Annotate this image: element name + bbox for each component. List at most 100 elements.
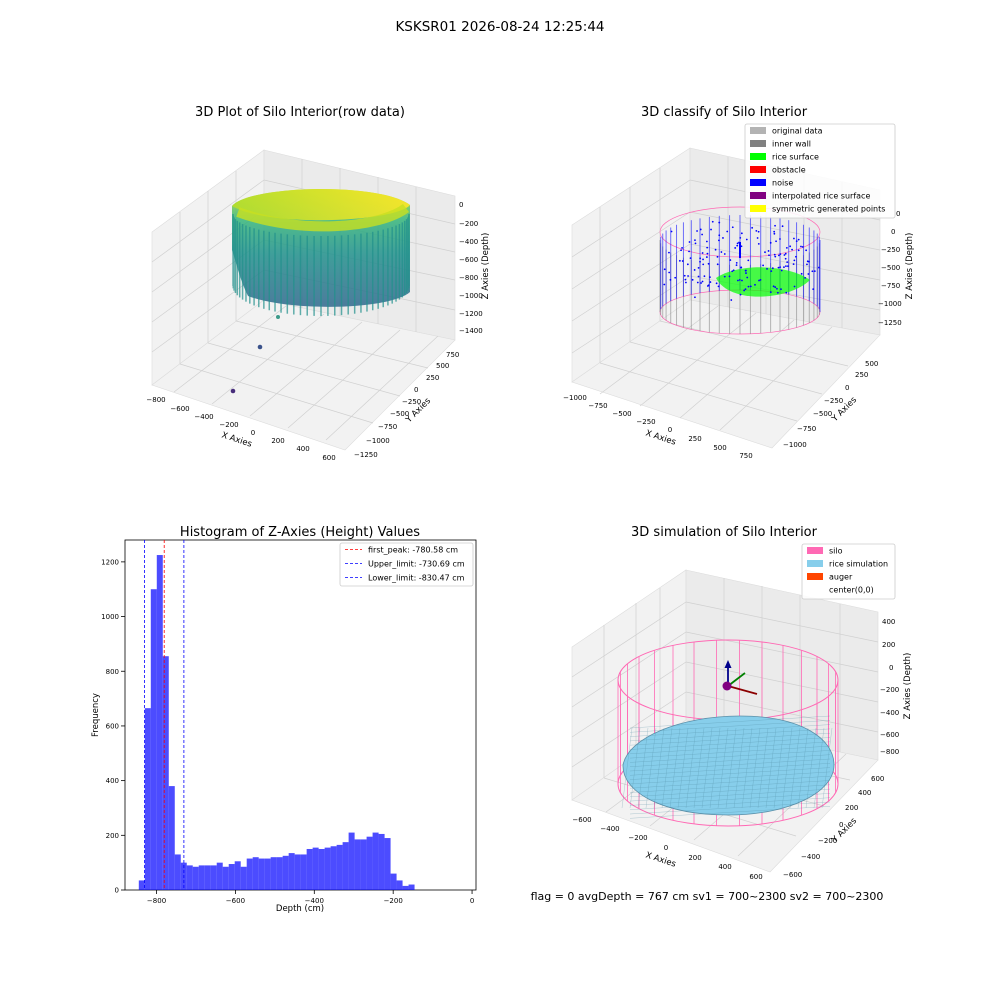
- raw-xtick: −400: [194, 413, 213, 421]
- classify-noise-point: [735, 261, 738, 264]
- sim-mesh-line: [797, 727, 809, 809]
- classify-noise-point: [726, 230, 729, 233]
- sim-auger-arrows: [722, 660, 758, 695]
- classify-noise-point: [762, 264, 765, 267]
- classify-noise-point: [766, 267, 768, 270]
- histogram-bar: [198, 865, 205, 890]
- raw-outlier-point: [230, 388, 236, 394]
- classify-ytick: −750: [797, 425, 816, 433]
- raw-ytick: −1250: [354, 451, 378, 459]
- classify-noise-point: [689, 257, 692, 260]
- classify-noise-point: [714, 248, 717, 251]
- classify-noise-point: [772, 285, 775, 288]
- histogram-bar: [318, 848, 325, 890]
- classify-noise-point: [697, 275, 700, 278]
- classify-noise-point: [740, 245, 743, 248]
- sim-mesh-line: [773, 727, 785, 809]
- classify-noise-point: [774, 286, 777, 289]
- raw-ytick: −1000: [366, 437, 390, 445]
- classify-noise-point: [697, 266, 700, 269]
- classify-noise-point: [720, 251, 723, 253]
- classify-noise-point: [707, 284, 710, 287]
- sim-mesh-line: [629, 788, 831, 802]
- histogram-bar: [288, 853, 295, 890]
- classify-noise-point: [793, 285, 796, 288]
- histogram-bar: [390, 873, 397, 890]
- classify-noise-point: [694, 296, 696, 299]
- raw-ztick: −400: [459, 238, 478, 246]
- histogram-bar: [348, 832, 355, 890]
- sim-mesh-line: [621, 727, 633, 809]
- classify-noise-point: [702, 263, 705, 266]
- classify-noise-point: [757, 230, 760, 233]
- raw-ztick: −800: [459, 274, 478, 282]
- classify-noise-point: [757, 242, 760, 245]
- classify-xtick: 500: [713, 444, 726, 452]
- sim-mesh-line: [741, 727, 753, 809]
- classify-noise-point: [791, 248, 793, 251]
- classify-xtick: −750: [588, 402, 607, 410]
- raw-zlabel: Z Axies (Depth): [481, 233, 491, 300]
- sim-mesh-line: [709, 727, 721, 809]
- panel-simulation-3d: 3D simulation of Silo Interior −600 −400…: [571, 525, 913, 881]
- classify-noise-point: [707, 262, 710, 265]
- classify-noise-point: [764, 251, 766, 254]
- classify-noise-point: [701, 252, 704, 254]
- sim-mesh-line: [629, 741, 831, 754]
- sim-mesh-line: [677, 727, 689, 809]
- raw-yticks: −1250 −1000 −750 −500 −250 0 250 500 750: [354, 351, 459, 459]
- sim-legend-label: auger: [829, 573, 853, 582]
- histogram-bar: [258, 858, 265, 890]
- classify-noise-point: [776, 291, 779, 294]
- classify-noise-point: [754, 283, 756, 286]
- classify-noise-point: [728, 275, 731, 278]
- classify-noise-point: [734, 247, 737, 249]
- classify-noise-point: [717, 285, 720, 288]
- classify-legend-label: interpolated rice surface: [772, 192, 870, 201]
- classify-noise-point: [681, 246, 683, 249]
- classify-zticks: 0 0 −250 −500 −750 −1000 −1250: [878, 210, 902, 327]
- classify-noise-point: [702, 258, 704, 261]
- classify-noise-point: [718, 234, 721, 237]
- classify-legend-swatch: [750, 205, 766, 212]
- classify-noise-point: [800, 272, 803, 275]
- classify-noise-point: [696, 230, 698, 232]
- classify-noise-point: [773, 232, 776, 235]
- histogram-bar: [300, 854, 307, 890]
- classify-noise-point: [736, 244, 739, 247]
- raw-ytick: −750: [378, 423, 397, 431]
- classify-noise-point: [739, 236, 742, 239]
- raw-xtick: 600: [322, 454, 335, 462]
- classify-noise-point: [812, 288, 815, 291]
- classify-noise-point: [807, 273, 810, 275]
- classify-noise-point: [745, 272, 747, 274]
- classify-noise-point: [703, 275, 706, 278]
- histogram-ytick-label: 400: [106, 777, 119, 785]
- classify-noise-point: [716, 255, 719, 258]
- classify-legend-swatch: [750, 179, 766, 186]
- classify-noise-point: [811, 270, 814, 273]
- sim-mesh-line: [629, 771, 831, 785]
- raw-xlabel: X Axies: [220, 430, 253, 449]
- classify-noise-point: [663, 268, 666, 271]
- classify-noise-point: [738, 279, 741, 281]
- sim-mesh-line: [701, 727, 713, 809]
- sim-mesh-line: [629, 767, 831, 780]
- classify-noise-point: [686, 263, 689, 266]
- sim-mesh-line: [629, 776, 831, 789]
- classify-noise-point: [688, 241, 691, 243]
- histogram-bar: [276, 857, 283, 890]
- classify-noise-point: [732, 269, 735, 272]
- sim-mesh-line: [629, 750, 831, 763]
- classify-xtick: 750: [739, 452, 752, 460]
- histogram-bar: [366, 836, 373, 890]
- classify-noise-point: [792, 263, 795, 266]
- classify-noise-point: [797, 249, 800, 252]
- sim-mesh-line: [629, 728, 831, 742]
- sim-legend: silo rice simulation auger center(0,0): [801, 543, 896, 600]
- classify-noise-point: [710, 228, 712, 231]
- histogram-bar: [144, 708, 151, 890]
- classify-noise-point: [740, 266, 742, 269]
- classify-noise-point: [747, 259, 750, 262]
